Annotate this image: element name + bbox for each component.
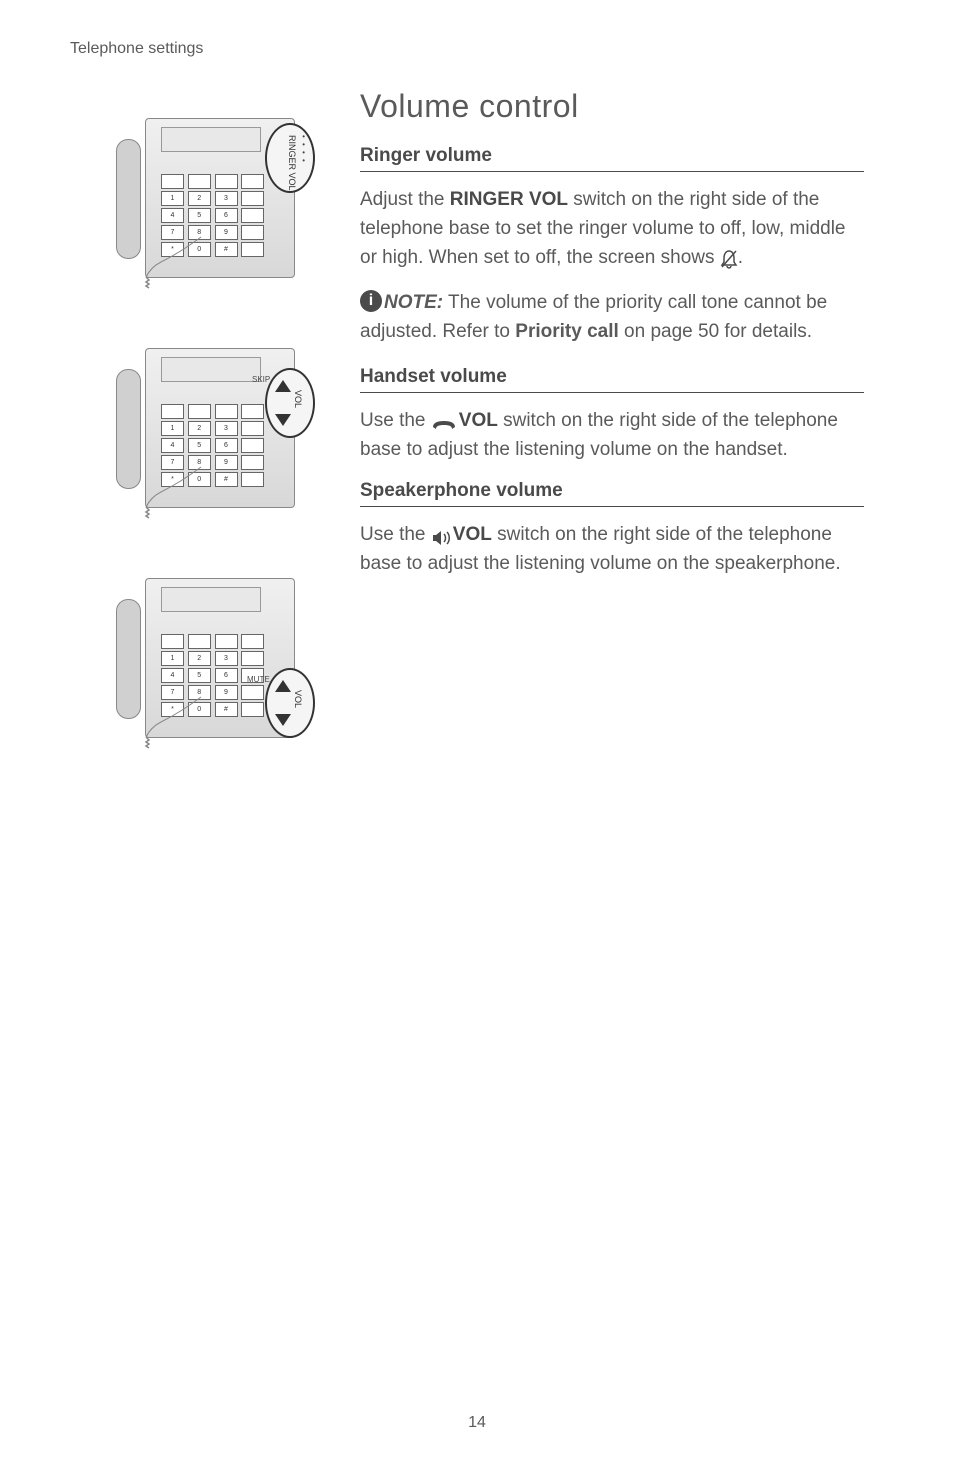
handset-text: Use the VOL switch on the right side of … [360, 407, 864, 464]
text-part: Use the [360, 410, 431, 431]
page-number: 14 [0, 1414, 954, 1432]
key-side [241, 651, 264, 666]
zoom-circle-speaker: VOL MUTE [265, 668, 315, 738]
handset-heading: Handset volume [360, 366, 864, 388]
text-part: Use the [360, 524, 431, 545]
key-blank [188, 404, 211, 419]
key-2: 2 [188, 421, 211, 436]
phone-cord-icon [141, 232, 221, 292]
arrow-up-icon [273, 380, 293, 392]
note-label: NOTE: [384, 292, 443, 313]
key-side [241, 438, 264, 453]
zoom-label-speaker: VOL [293, 690, 303, 708]
key-blank [215, 404, 238, 419]
zoom-label-handset: VOL [293, 390, 303, 408]
handset-shape [116, 369, 141, 489]
phone-cord-icon [141, 692, 221, 752]
main-heading: Volume control [360, 88, 864, 125]
key-blank [215, 634, 238, 649]
speaker-text: Use the VOL switch on the right side of … [360, 521, 864, 578]
key-side [241, 472, 264, 487]
zoom-circle-ringer: RINGER VOL •••• [265, 123, 315, 193]
key-side [241, 225, 264, 240]
key-5: 5 [188, 438, 211, 453]
key-4: 4 [161, 208, 184, 223]
speaker-sound-icon [431, 527, 451, 543]
key-blank [188, 174, 211, 189]
heading-divider [360, 171, 864, 172]
text-bold: VOL [459, 410, 498, 431]
key-blank [161, 174, 184, 189]
ringer-text: Adjust the RINGER VOL switch on the righ… [360, 186, 864, 273]
phone-cord-icon [141, 462, 221, 522]
key-4: 4 [161, 438, 184, 453]
bell-off-icon [720, 243, 738, 273]
arrow-down-icon [273, 414, 293, 426]
illustrations-column: 1 2 3 4 5 6 7 8 9 * 0 # [70, 88, 330, 768]
heading-divider [360, 506, 864, 507]
key-side [241, 702, 264, 717]
key-6: 6 [215, 208, 238, 223]
key-1: 1 [161, 651, 184, 666]
arrow-down-icon [273, 714, 293, 726]
key-blank [241, 174, 264, 189]
phone-screen [161, 357, 261, 382]
handset-shape [116, 139, 141, 259]
info-icon: i [360, 290, 382, 312]
text-bold: Priority call [515, 321, 624, 342]
key-side [241, 685, 264, 700]
key-blank [215, 174, 238, 189]
text-bold: VOL [453, 524, 492, 545]
key-1: 1 [161, 191, 184, 206]
text-part: on page 50 for details. [624, 321, 812, 342]
key-side [241, 242, 264, 257]
heading-divider [360, 392, 864, 393]
mute-label: MUTE [247, 675, 270, 684]
key-side [241, 191, 264, 206]
speaker-heading: Speakerphone volume [360, 480, 864, 502]
ringer-heading: Ringer volume [360, 145, 864, 167]
key-5: 5 [188, 208, 211, 223]
arrow-up-icon [273, 680, 293, 692]
phone-illustration-ringer: 1 2 3 4 5 6 7 8 9 * 0 # [70, 108, 310, 308]
key-2: 2 [188, 191, 211, 206]
phone-illustration-speaker-vol: 1 2 3 4 5 6 7 8 9 * 0 # [70, 568, 310, 768]
key-side [241, 208, 264, 223]
section-header: Telephone settings [70, 40, 884, 58]
handset-receiver-icon [431, 414, 457, 428]
key-3: 3 [215, 191, 238, 206]
key-6: 6 [215, 438, 238, 453]
key-6: 6 [215, 668, 238, 683]
phone-screen [161, 587, 261, 612]
key-4: 4 [161, 668, 184, 683]
phone-screen [161, 127, 261, 152]
key-3: 3 [215, 651, 238, 666]
key-side [241, 455, 264, 470]
key-side [241, 421, 264, 436]
key-1: 1 [161, 421, 184, 436]
key-blank [241, 634, 264, 649]
text-column: Volume control Ringer volume Adjust the … [360, 88, 884, 768]
text-bold: RINGER VOL [450, 189, 568, 210]
key-5: 5 [188, 668, 211, 683]
key-blank [161, 634, 184, 649]
ringer-dots-icon: •••• [302, 133, 305, 165]
text-part: Adjust the [360, 189, 450, 210]
skip-label: SKIP [252, 375, 270, 384]
text-part: . [738, 247, 743, 268]
note-block: iNOTE: The volume of the priority call t… [360, 289, 864, 346]
zoom-label-ringer: RINGER VOL [287, 135, 297, 191]
key-blank [161, 404, 184, 419]
key-3: 3 [215, 421, 238, 436]
key-2: 2 [188, 651, 211, 666]
key-blank [241, 404, 264, 419]
zoom-circle-handset: VOL SKIP [265, 368, 315, 438]
main-content: 1 2 3 4 5 6 7 8 9 * 0 # [70, 88, 884, 768]
phone-illustration-handset-vol: 1 2 3 4 5 6 7 8 9 * 0 # [70, 338, 310, 538]
key-blank [188, 634, 211, 649]
handset-shape [116, 599, 141, 719]
